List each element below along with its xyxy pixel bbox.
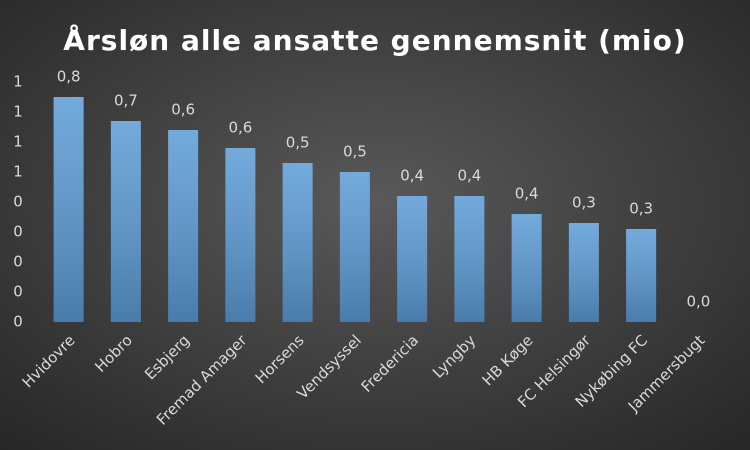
y-tick-label: 1 xyxy=(13,73,23,91)
chart-title: Årsløn alle ansatte gennemsnit (mio) xyxy=(63,23,686,57)
y-tick-label: 0 xyxy=(13,193,23,211)
bar-shade xyxy=(568,223,599,322)
y-tick-label: 1 xyxy=(13,163,23,181)
bar-shade xyxy=(282,163,313,322)
data-label: 0,6 xyxy=(228,119,252,137)
data-label: 0,8 xyxy=(57,68,81,86)
y-tick-label: 1 xyxy=(13,103,23,121)
y-tick-label: 0 xyxy=(13,253,23,271)
data-label: 0,4 xyxy=(400,167,424,185)
bar-shade xyxy=(225,148,256,322)
data-label: 0,4 xyxy=(457,167,481,185)
data-label: 0,3 xyxy=(572,194,596,212)
bar-shade xyxy=(454,196,485,322)
data-label: 0,6 xyxy=(171,101,195,119)
data-label: 0,0 xyxy=(686,293,710,311)
data-label: 0,5 xyxy=(286,134,310,152)
data-label: 0,5 xyxy=(343,143,367,161)
bar-shade xyxy=(626,229,657,322)
y-tick-label: 0 xyxy=(13,283,23,301)
bar-shade xyxy=(168,130,199,322)
data-label: 0,4 xyxy=(515,185,539,203)
data-label: 0,3 xyxy=(629,200,653,218)
bar-shade xyxy=(339,172,370,322)
y-tick-label: 1 xyxy=(13,133,23,151)
bar-shade xyxy=(511,214,542,322)
y-tick-label: 0 xyxy=(13,313,23,331)
bar-shade xyxy=(397,196,428,322)
bar-shade xyxy=(53,97,84,322)
data-label: 0,7 xyxy=(114,92,138,110)
bar-shade xyxy=(110,121,141,322)
y-tick-label: 0 xyxy=(13,223,23,241)
